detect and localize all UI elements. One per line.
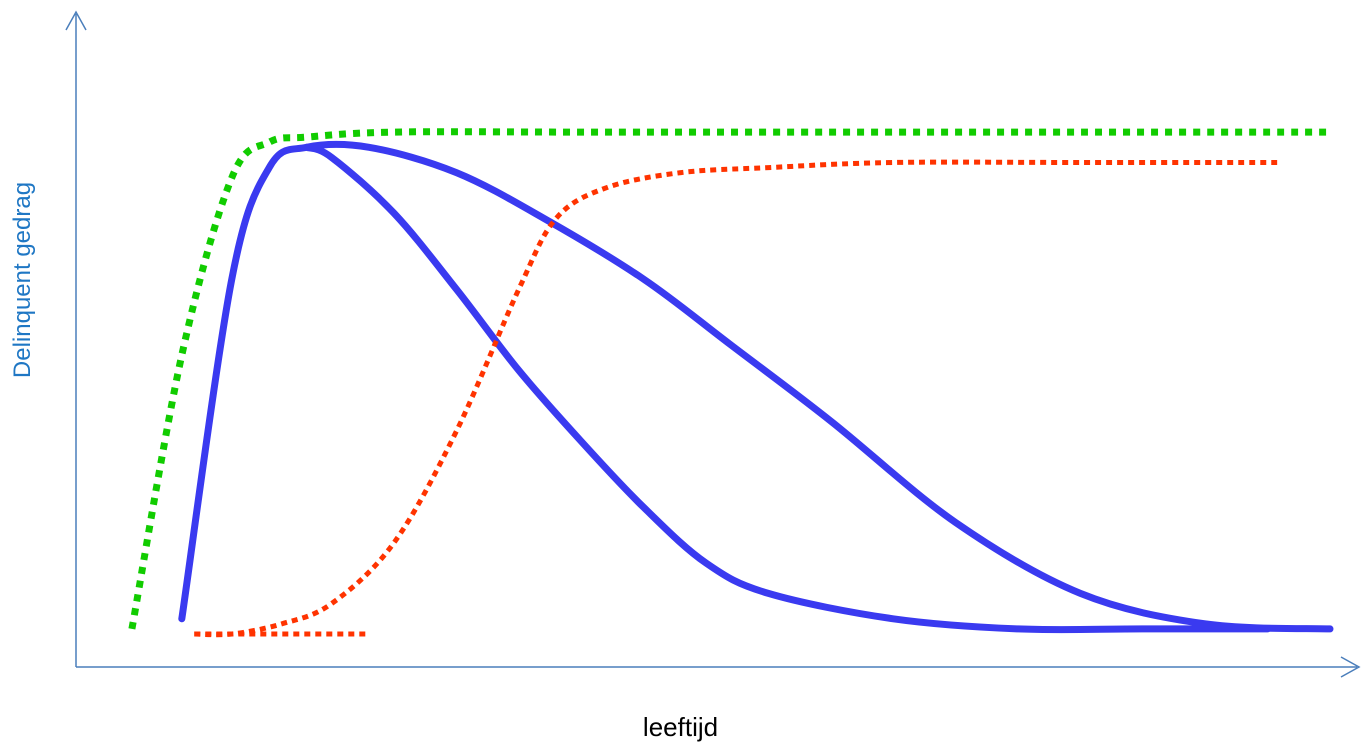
curves	[128, 128, 1334, 638]
y-axis-arrowhead	[65, 10, 87, 31]
green-dotted-curve-3	[128, 128, 1330, 630]
axes	[65, 10, 1361, 678]
x-axis-label: leeftijd	[642, 712, 719, 742]
blue-solid-curve-2	[303, 143, 1272, 634]
y-axis-label-wrap: Delinquent gedrag	[8, 0, 38, 560]
blue-solid-curve-1	[178, 140, 1334, 633]
red-dotted-curve-4	[194, 159, 1281, 638]
x-axis-arrowhead	[1340, 656, 1361, 678]
y-axis-label: Delinquent gedrag	[9, 181, 36, 379]
